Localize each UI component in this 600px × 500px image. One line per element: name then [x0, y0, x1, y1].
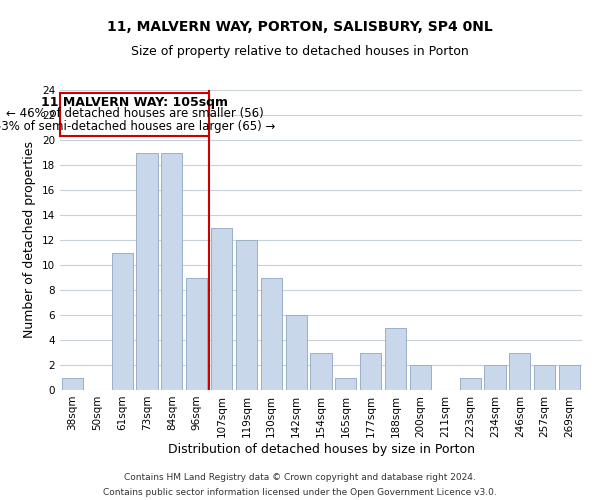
Text: 11 MALVERN WAY: 105sqm: 11 MALVERN WAY: 105sqm — [41, 96, 228, 110]
Text: 11, MALVERN WAY, PORTON, SALISBURY, SP4 0NL: 11, MALVERN WAY, PORTON, SALISBURY, SP4 … — [107, 20, 493, 34]
Text: Size of property relative to detached houses in Porton: Size of property relative to detached ho… — [131, 45, 469, 58]
Bar — [211, 228, 232, 390]
Text: ← 46% of detached houses are smaller (56): ← 46% of detached houses are smaller (56… — [5, 108, 263, 120]
Bar — [112, 252, 133, 390]
Bar — [509, 352, 530, 390]
Bar — [534, 365, 555, 390]
Bar — [385, 328, 406, 390]
Bar — [484, 365, 506, 390]
Bar — [460, 378, 481, 390]
Bar — [286, 315, 307, 390]
Bar — [559, 365, 580, 390]
Bar — [136, 152, 158, 390]
Text: Contains public sector information licensed under the Open Government Licence v3: Contains public sector information licen… — [103, 488, 497, 497]
Text: Contains HM Land Registry data © Crown copyright and database right 2024.: Contains HM Land Registry data © Crown c… — [124, 473, 476, 482]
Bar — [261, 278, 282, 390]
Bar — [360, 352, 381, 390]
Bar — [310, 352, 332, 390]
X-axis label: Distribution of detached houses by size in Porton: Distribution of detached houses by size … — [167, 442, 475, 456]
Bar — [62, 378, 83, 390]
Bar — [410, 365, 431, 390]
FancyBboxPatch shape — [60, 92, 209, 136]
Text: 53% of semi-detached houses are larger (65) →: 53% of semi-detached houses are larger (… — [0, 120, 275, 133]
Bar — [335, 378, 356, 390]
Bar — [236, 240, 257, 390]
Bar — [161, 152, 182, 390]
Y-axis label: Number of detached properties: Number of detached properties — [23, 142, 37, 338]
Bar — [186, 278, 207, 390]
